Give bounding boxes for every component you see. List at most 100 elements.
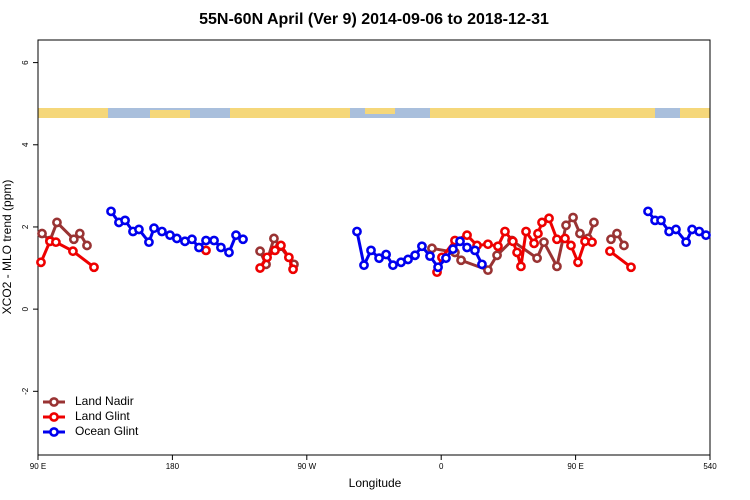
point	[149, 223, 159, 234]
x-tick-label: 90 E	[567, 462, 583, 471]
legend-label: Ocean Glint	[75, 424, 139, 438]
point	[656, 215, 666, 226]
legend-swatch-point	[49, 427, 59, 437]
point	[605, 246, 615, 257]
point	[262, 252, 272, 263]
point	[269, 233, 279, 244]
point	[533, 228, 543, 239]
point	[425, 251, 435, 262]
legend-swatch-point	[49, 412, 59, 422]
point	[537, 217, 547, 228]
point	[82, 240, 92, 251]
point	[51, 237, 61, 248]
point	[477, 259, 487, 270]
point	[288, 264, 298, 275]
point	[462, 242, 472, 253]
point	[74, 228, 85, 239]
point	[209, 235, 219, 246]
point	[701, 230, 711, 241]
point	[374, 253, 384, 264]
point	[456, 255, 466, 266]
point	[483, 239, 493, 250]
point	[552, 234, 562, 245]
map-strip	[38, 108, 710, 118]
map-land	[150, 110, 190, 118]
point	[643, 206, 653, 217]
point	[410, 250, 420, 261]
point	[283, 252, 294, 263]
point	[606, 234, 616, 245]
point	[36, 257, 46, 268]
map-land	[230, 108, 350, 118]
y-tick-label: 6	[21, 60, 30, 65]
point	[612, 228, 622, 239]
point	[671, 224, 681, 235]
point	[381, 249, 391, 260]
point	[352, 226, 362, 237]
y-tick-label: 0	[21, 306, 30, 311]
y-axis-label: XCO2 - MLO trend (ppm)	[0, 180, 14, 315]
plot-frame	[37, 39, 711, 456]
point	[68, 246, 78, 257]
point	[255, 263, 265, 273]
x-tick-label: 0	[439, 462, 444, 471]
point	[561, 220, 571, 231]
point	[270, 245, 280, 256]
point	[441, 253, 451, 264]
legend-label: Land Glint	[75, 409, 130, 423]
point	[539, 237, 549, 248]
point	[52, 217, 62, 228]
point	[388, 260, 398, 271]
map-land	[430, 108, 655, 118]
point	[238, 234, 248, 245]
point	[231, 230, 241, 241]
point	[194, 242, 204, 253]
point	[106, 206, 116, 217]
legend-swatch-point	[49, 397, 59, 407]
point	[470, 245, 480, 256]
x-axis-label: Longitude	[349, 476, 402, 490]
point	[626, 262, 636, 273]
point	[492, 250, 502, 261]
y-tick-label: 4	[21, 142, 30, 147]
point	[37, 228, 47, 239]
point	[507, 236, 518, 247]
point	[529, 238, 539, 249]
point	[216, 242, 226, 253]
x-tick-label: 180	[166, 462, 180, 471]
point	[120, 215, 130, 226]
point	[255, 246, 265, 257]
point	[512, 247, 522, 258]
chart-title: 55N-60N April (Ver 9) 2014-09-06 to 2018…	[199, 11, 549, 28]
point	[573, 257, 583, 268]
point	[171, 233, 182, 244]
x-tick-label: 540	[703, 462, 717, 471]
point	[366, 245, 376, 256]
point	[516, 261, 526, 272]
point	[89, 262, 99, 273]
map-land	[38, 108, 108, 118]
point	[448, 244, 458, 255]
point	[532, 253, 542, 264]
point	[403, 254, 413, 265]
point	[427, 243, 437, 254]
map-land	[365, 108, 395, 114]
x-tick-label: 90 W	[297, 462, 316, 471]
point	[483, 265, 493, 275]
y-tick-label: -2	[21, 387, 30, 395]
point	[276, 240, 286, 251]
point	[521, 226, 531, 237]
legend-label: Land Nadir	[75, 394, 134, 408]
point	[587, 237, 597, 248]
point	[417, 241, 427, 252]
point	[144, 237, 154, 248]
point	[224, 247, 234, 258]
point	[493, 241, 503, 252]
point	[552, 261, 562, 272]
point	[560, 233, 570, 244]
point	[568, 212, 578, 223]
point	[619, 240, 629, 251]
x-tick-label: 90 E	[30, 462, 46, 471]
